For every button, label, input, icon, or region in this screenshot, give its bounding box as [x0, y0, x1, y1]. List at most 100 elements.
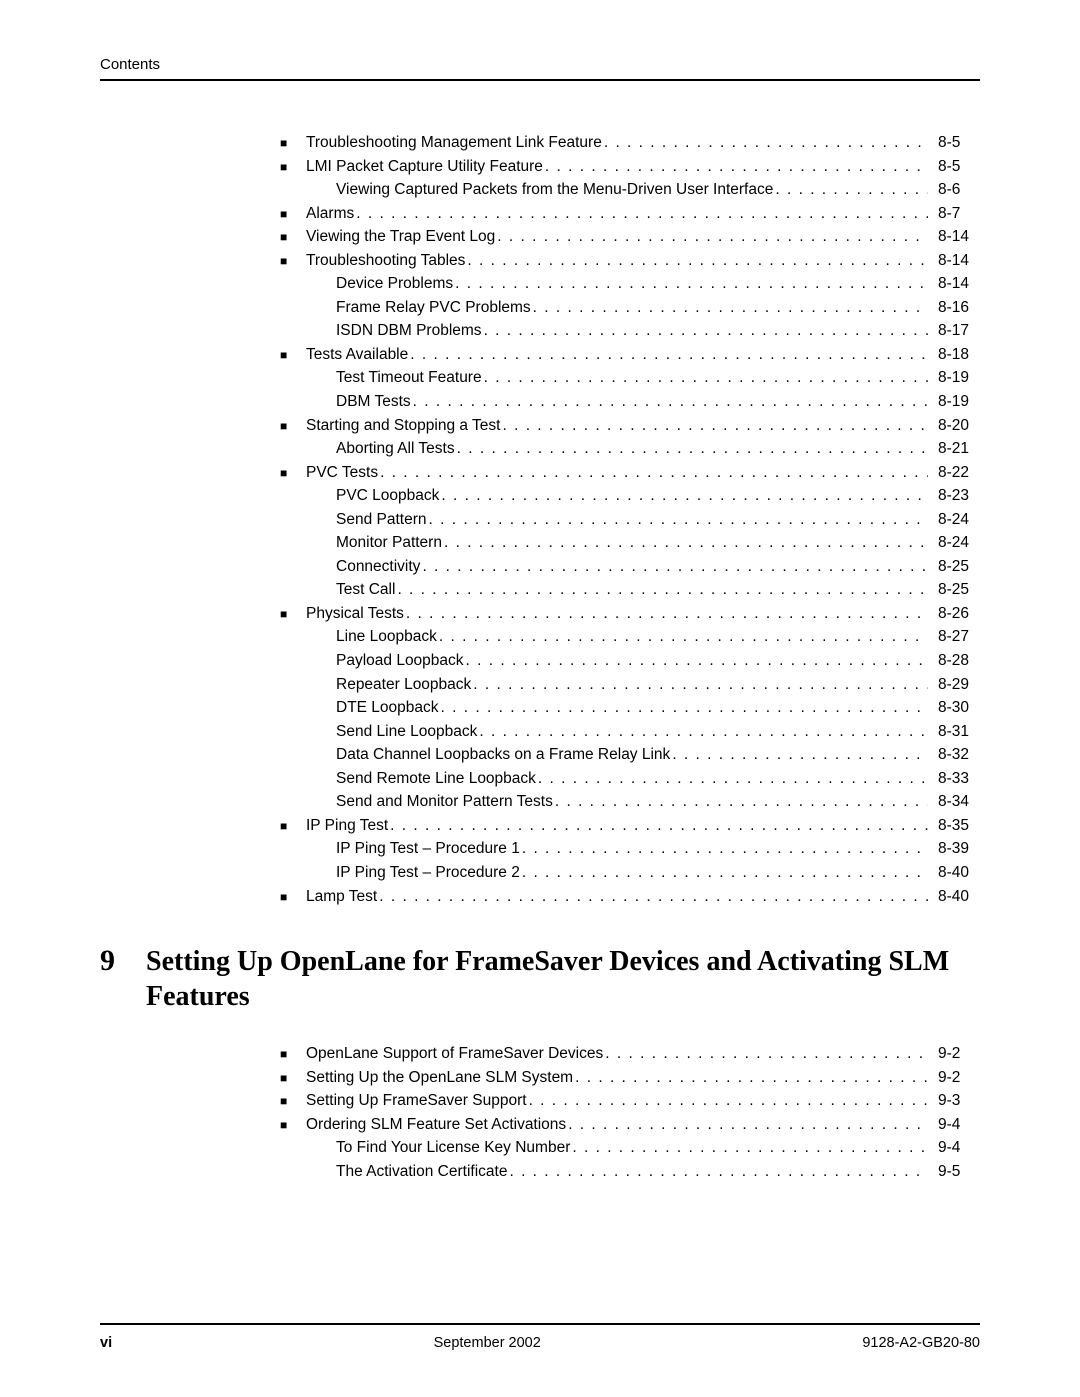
toc-entry-title: Setting Up the OpenLane SLM System: [306, 1066, 573, 1090]
toc-row: Repeater Loopback8-29: [280, 673, 980, 697]
toc-entry-page: 8-7: [928, 202, 980, 226]
toc-row: Frame Relay PVC Problems8-16: [280, 296, 980, 320]
toc-leaders: [500, 414, 928, 438]
toc-leaders: [520, 837, 928, 861]
toc-leaders: [453, 272, 928, 296]
toc-row: Send Pattern8-24: [280, 508, 980, 532]
toc-entry-title: Monitor Pattern: [336, 531, 442, 555]
toc-entry-title: Lamp Test: [306, 885, 377, 909]
toc-entry-page: 8-14: [928, 249, 980, 273]
toc-entry-page: 8-14: [928, 272, 980, 296]
toc-entry-title: Send Pattern: [336, 508, 426, 532]
toc-entry-page: 9-3: [928, 1089, 980, 1113]
toc-leaders: [442, 531, 928, 555]
toc-entry-page: 8-39: [928, 837, 980, 861]
toc-entry-page: 8-33: [928, 767, 980, 791]
toc-row: ISDN DBM Problems8-17: [280, 319, 980, 343]
toc-leaders: [573, 1066, 928, 1090]
toc-row: PVC Loopback8-23: [280, 484, 980, 508]
toc-entry-title: PVC Tests: [306, 461, 378, 485]
toc-row: Send Remote Line Loopback8-33: [280, 767, 980, 791]
toc-leaders: [603, 1042, 928, 1066]
toc-leaders: [464, 649, 928, 673]
toc-leaders: [507, 1160, 928, 1184]
toc-entry-title: DTE Loopback: [336, 696, 439, 720]
toc-row: Test Timeout Feature8-19: [280, 366, 980, 390]
toc-leaders: [420, 555, 928, 579]
bullet-icon: ■: [280, 888, 306, 906]
chapter-number: 9: [100, 944, 146, 978]
chapter-heading-9: 9 Setting Up OpenLane for FrameSaver Dev…: [100, 944, 980, 1014]
toc-leaders: [482, 319, 928, 343]
bullet-icon: ■: [280, 346, 306, 364]
toc-leaders: [388, 814, 928, 838]
toc-row: The Activation Certificate9-5: [280, 1160, 980, 1184]
bullet-icon: ■: [280, 1069, 306, 1087]
bullet-icon: ■: [280, 464, 306, 482]
toc-leaders: [354, 202, 928, 226]
toc-entry-page: 8-20: [928, 414, 980, 438]
header-rule: [100, 79, 980, 81]
toc-entry-title: Physical Tests: [306, 602, 404, 626]
bullet-icon: ■: [280, 252, 306, 270]
toc-entry-title: Test Timeout Feature: [336, 366, 482, 390]
toc-entry-page: 8-28: [928, 649, 980, 673]
toc-leaders: [477, 720, 928, 744]
bullet-icon: ■: [280, 134, 306, 152]
toc-row: ■Alarms8-7: [280, 202, 980, 226]
toc-leaders: [439, 696, 928, 720]
toc-row: IP Ping Test – Procedure 18-39: [280, 837, 980, 861]
toc-entry-title: Troubleshooting Tables: [306, 249, 465, 273]
toc-entry-page: 9-4: [928, 1113, 980, 1137]
toc-leaders: [553, 790, 928, 814]
toc-section-8: ■Troubleshooting Management Link Feature…: [280, 131, 980, 908]
toc-entry-title: Ordering SLM Feature Set Activations: [306, 1113, 566, 1137]
toc-row: ■LMI Packet Capture Utility Feature8-5: [280, 155, 980, 179]
toc-leaders: [670, 743, 928, 767]
toc-entry-page: 8-5: [928, 131, 980, 155]
toc-entry-page: 8-6: [928, 178, 980, 202]
toc-leaders: [482, 366, 928, 390]
toc-entry-title: DBM Tests: [336, 390, 411, 414]
toc-row: ■Setting Up the OpenLane SLM System9-2: [280, 1066, 980, 1090]
toc-entry-title: OpenLane Support of FrameSaver Devices: [306, 1042, 603, 1066]
toc-entry-title: IP Ping Test: [306, 814, 388, 838]
toc-section-9: ■OpenLane Support of FrameSaver Devices 9…: [280, 1042, 980, 1183]
toc-row: ■Troubleshooting Management Link Feature…: [280, 131, 980, 155]
toc-row: ■PVC Tests8-22: [280, 461, 980, 485]
toc-row: Aborting All Tests8-21: [280, 437, 980, 461]
toc-entry-title: Send Line Loopback: [336, 720, 477, 744]
toc-leaders: [377, 885, 928, 909]
toc-leaders: [531, 296, 928, 320]
toc-row: Connectivity8-25: [280, 555, 980, 579]
toc-entry-title: Starting and Stopping a Test: [306, 414, 500, 438]
toc-entry-page: 8-40: [928, 885, 980, 909]
toc-entry-title: Troubleshooting Management Link Feature: [306, 131, 602, 155]
toc-leaders: [495, 225, 928, 249]
toc-row: Monitor Pattern8-24: [280, 531, 980, 555]
toc-leaders: [773, 178, 928, 202]
chapter-title: Setting Up OpenLane for FrameSaver Devic…: [146, 944, 980, 1014]
toc-entry-title: Viewing Captured Packets from the Menu-D…: [336, 178, 773, 202]
bullet-icon: ■: [280, 817, 306, 835]
footer-date: September 2002: [434, 1335, 541, 1351]
toc-leaders: [543, 155, 928, 179]
toc-leaders: [570, 1136, 928, 1160]
toc-row: ■Starting and Stopping a Test8-20: [280, 414, 980, 438]
toc-leaders: [527, 1089, 928, 1113]
toc-entry-page: 8-31: [928, 720, 980, 744]
toc-leaders: [411, 390, 928, 414]
toc-entry-title: Device Problems: [336, 272, 453, 296]
toc-entry-page: 8-30: [928, 696, 980, 720]
toc-leaders: [471, 673, 928, 697]
toc-entry-page: 8-19: [928, 390, 980, 414]
toc-leaders: [465, 249, 928, 273]
toc-leaders: [404, 602, 928, 626]
toc-entry-page: 8-18: [928, 343, 980, 367]
toc-entry-title: ISDN DBM Problems: [336, 319, 482, 343]
footer-docid: 9128-A2-GB20-80: [862, 1335, 980, 1351]
toc-entry-page: 8-40: [928, 861, 980, 885]
toc-entry-page: 9-2: [928, 1042, 980, 1066]
toc-row: Test Call8-25: [280, 578, 980, 602]
toc-row: ■Lamp Test 8-40: [280, 885, 980, 909]
